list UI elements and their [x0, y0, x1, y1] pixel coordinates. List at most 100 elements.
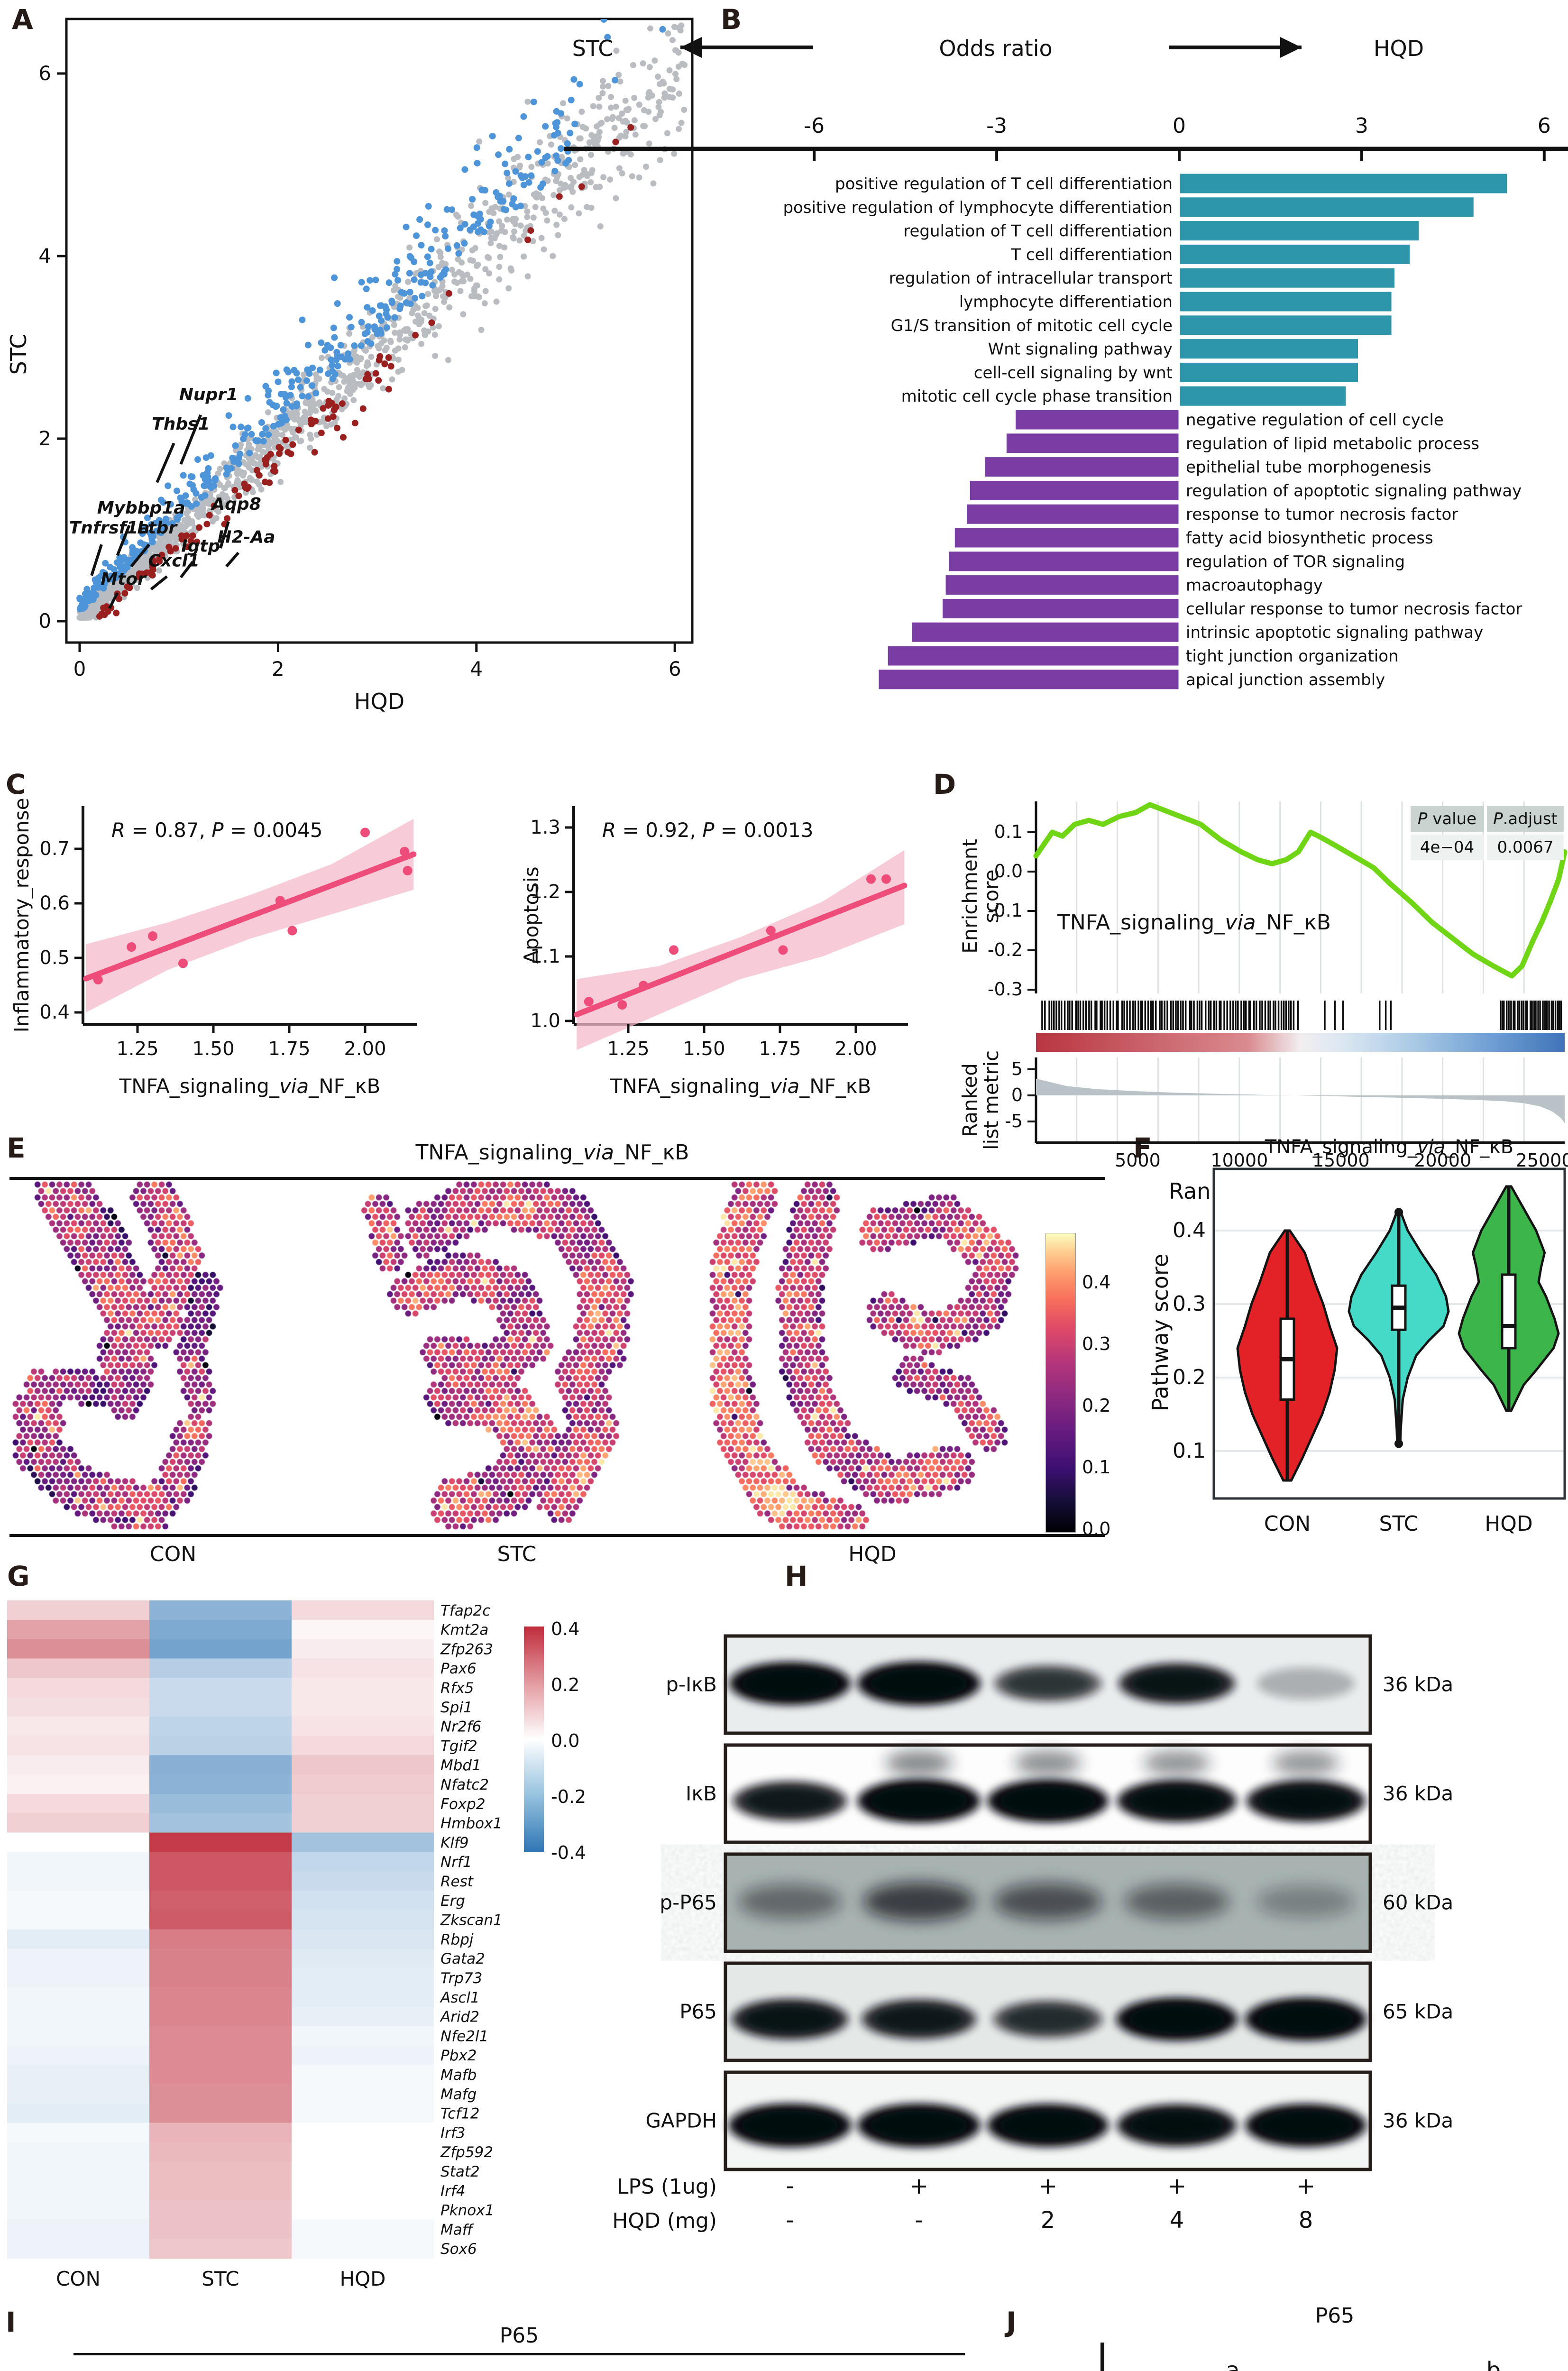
data-point — [287, 926, 297, 936]
data-point — [403, 866, 413, 875]
blot-band — [993, 1883, 1102, 1920]
pvalue-header: P value — [1418, 809, 1476, 828]
heatmap-cell — [149, 1891, 292, 1911]
heatmap-cell — [292, 1910, 434, 1930]
metric-axis-label: Ranked — [958, 1063, 981, 1137]
lps-value: + — [909, 2173, 928, 2199]
data-point — [778, 945, 788, 955]
gene-label: Ltbr — [137, 518, 178, 538]
panel-b-label: B — [721, 3, 742, 36]
heatmap-cell — [7, 2239, 149, 2259]
lps-value: + — [1167, 2173, 1186, 2199]
gene-row-label: Pbx2 — [440, 2047, 477, 2064]
spatial-title-post: _NF_κB — [614, 1140, 689, 1165]
gene-set-label: TNFA_signaling_via_NF_κB — [1057, 910, 1331, 935]
pvalue-header-cell — [1411, 806, 1484, 832]
panel-h-label: H — [785, 1560, 808, 1592]
x-tick-label: 2.00 — [344, 1038, 386, 1060]
heatmap-cell — [149, 1658, 292, 1679]
bar-up — [1178, 361, 1359, 384]
gene-row-label: Irf4 — [440, 2183, 466, 2200]
bar-term-label: positive regulation of lymphocyte differ… — [783, 198, 1173, 217]
heatmap-colorbar — [524, 1627, 544, 1852]
kda-label: 36 kDa — [1383, 1673, 1453, 1696]
data-point — [400, 846, 410, 856]
rank-tick-label: 25000 — [1516, 1150, 1568, 1171]
heatmap-cell — [292, 2065, 434, 2085]
bar-down — [941, 597, 1180, 620]
panel-j-label: J — [1006, 2306, 1017, 2338]
axis-tick-label: 3 — [1355, 114, 1368, 138]
gene-leader-line — [219, 521, 230, 549]
heatmap-cell — [149, 2006, 292, 2027]
heatmap-cell — [292, 1968, 434, 1988]
ihc-column-label-stc: STC — [463, 2370, 577, 2371]
fit-line — [83, 851, 417, 982]
heatmap-cell — [292, 1948, 434, 1969]
colorbar-tick: 0.0 — [1082, 1518, 1111, 1539]
spatial-pathway-maps: TNFA_signaling_via_NF_κB CON STC HQD 0.4 0.… — [0, 1133, 1111, 1566]
data-point — [617, 1000, 627, 1010]
heatmap-cell — [7, 1832, 149, 1853]
metric-axis-label: list metric — [980, 1050, 1003, 1150]
heatmap-cell — [149, 2045, 292, 2066]
gene-row-label: Rfx5 — [440, 1680, 474, 1697]
top-rule — [9, 1177, 1105, 1180]
gene-row-label: Pax6 — [440, 1660, 477, 1677]
blot-band — [1256, 1885, 1355, 1918]
stats-annotation: R = 0.87, P = 0.0045 — [111, 818, 322, 842]
ihc-title-rule — [73, 2353, 965, 2355]
bar-term-label: macroautophagy — [1186, 576, 1323, 595]
fit-line — [574, 882, 908, 1018]
gene-row-label: Rbpj — [440, 1931, 474, 1948]
heatmap-cell — [7, 2123, 149, 2143]
es-tick-label: 0.1 — [994, 821, 1023, 842]
column-label: STC — [202, 2267, 239, 2290]
gene-row-label: Tfap2c — [440, 1602, 490, 1619]
bar-term-label: regulation of T cell differentiation — [903, 222, 1173, 241]
heatmap-cell — [7, 1794, 149, 1814]
kda-label: 36 kDa — [1383, 1782, 1453, 1805]
bar-down — [944, 574, 1180, 597]
protein-label: GAPDH — [645, 2109, 717, 2132]
bar-term-label: T cell differentiation — [1010, 245, 1173, 264]
heatmap-cell — [149, 1832, 292, 1853]
heatmap-cell — [7, 2084, 149, 2104]
y-axis-label: Apoptosis — [520, 866, 543, 964]
sample-label-con: CON — [149, 1542, 197, 1566]
heatmap-cell — [7, 1968, 149, 1988]
violin-box — [1501, 1273, 1517, 1350]
y-tick-label: 1.1 — [530, 946, 560, 967]
category-label: STC — [1379, 1512, 1419, 1536]
heatmap-cell — [149, 1813, 292, 1833]
heatmap-cell — [292, 1987, 434, 2007]
x-tick-label: 1.50 — [683, 1038, 725, 1060]
gene-leader-line — [156, 442, 175, 483]
blot-band — [738, 1884, 842, 1919]
heatmap-cell — [292, 1658, 434, 1679]
spatial-title: TNFA_signaling_via_NF_κB — [0, 1140, 1105, 1165]
y-tick-label: 1.3 — [530, 817, 560, 838]
es-axis-label: Enrichment — [958, 839, 981, 954]
ihc-column-label-hqd: HQD — [764, 2370, 878, 2371]
heatmap-cell — [149, 1852, 292, 1872]
gene-leader-line — [116, 524, 131, 556]
significance-letter: a — [1226, 2357, 1239, 2371]
heatmap-cell — [149, 2181, 292, 2201]
heatmap-cell — [7, 1852, 149, 1872]
y-tick-label: 0.3 — [1173, 1292, 1206, 1316]
hqd-value: - — [786, 2207, 794, 2233]
pvalue-cell — [1411, 835, 1484, 860]
heatmap-cell — [292, 2084, 434, 2104]
spatial-colorbar — [1045, 1233, 1076, 1533]
y-tick-label: 0.4 — [39, 1002, 70, 1023]
y-tick-label: 0.6 — [39, 892, 70, 914]
heatmap-cell — [292, 1794, 434, 1814]
data-point — [866, 874, 876, 884]
gene-leader-line — [179, 414, 202, 465]
x-tick-label: 1.25 — [116, 1038, 158, 1060]
heatmap-cell — [292, 1813, 434, 1833]
